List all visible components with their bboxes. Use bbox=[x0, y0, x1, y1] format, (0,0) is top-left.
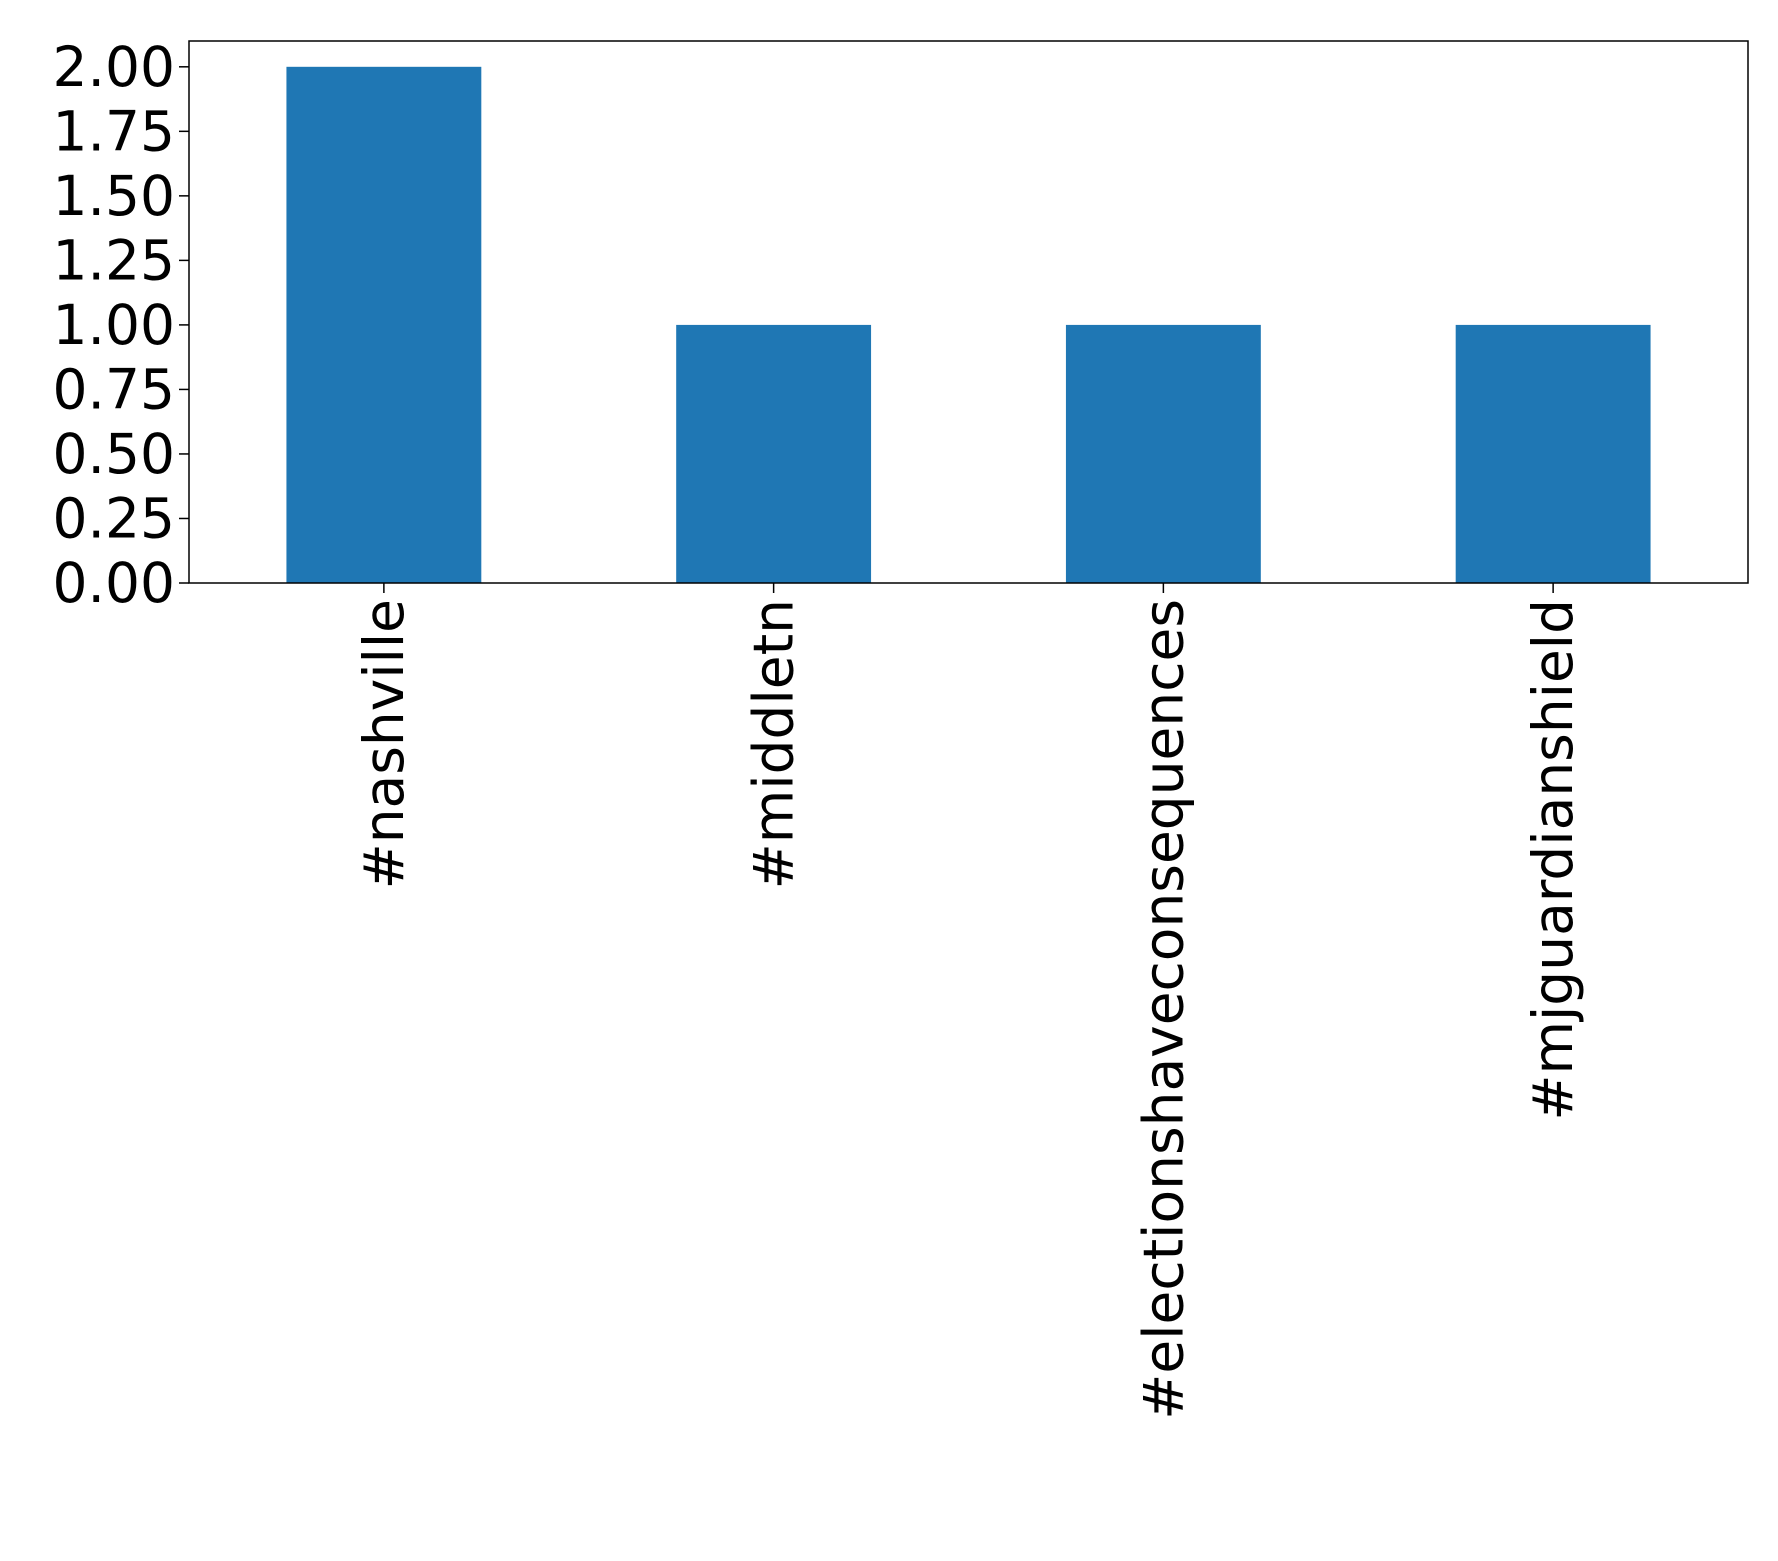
y-tick-label: 1.50 bbox=[53, 164, 175, 228]
x-tick-label: #nashville bbox=[352, 599, 416, 889]
y-tick-label: 1.00 bbox=[53, 293, 175, 357]
x-tick-label: #middletn bbox=[742, 599, 806, 889]
plot-frame bbox=[188, 40, 1749, 584]
y-tick-label: 0.00 bbox=[53, 551, 175, 615]
y-tick-label: 1.75 bbox=[53, 99, 175, 163]
y-tick-label: 0.50 bbox=[53, 422, 175, 486]
bar bbox=[286, 66, 482, 584]
x-tick-label: #electionshaveconsequences bbox=[1131, 599, 1195, 1420]
y-tick-label: 2.00 bbox=[53, 35, 175, 99]
y-tick-label: 0.75 bbox=[53, 357, 175, 421]
x-tick-label: #mjguardianshield bbox=[1521, 599, 1585, 1121]
bar bbox=[1065, 324, 1261, 583]
bar bbox=[1455, 324, 1651, 583]
y-tick-label: 0.25 bbox=[53, 486, 175, 550]
y-tick-label: 1.25 bbox=[53, 228, 175, 292]
bar bbox=[676, 324, 872, 583]
